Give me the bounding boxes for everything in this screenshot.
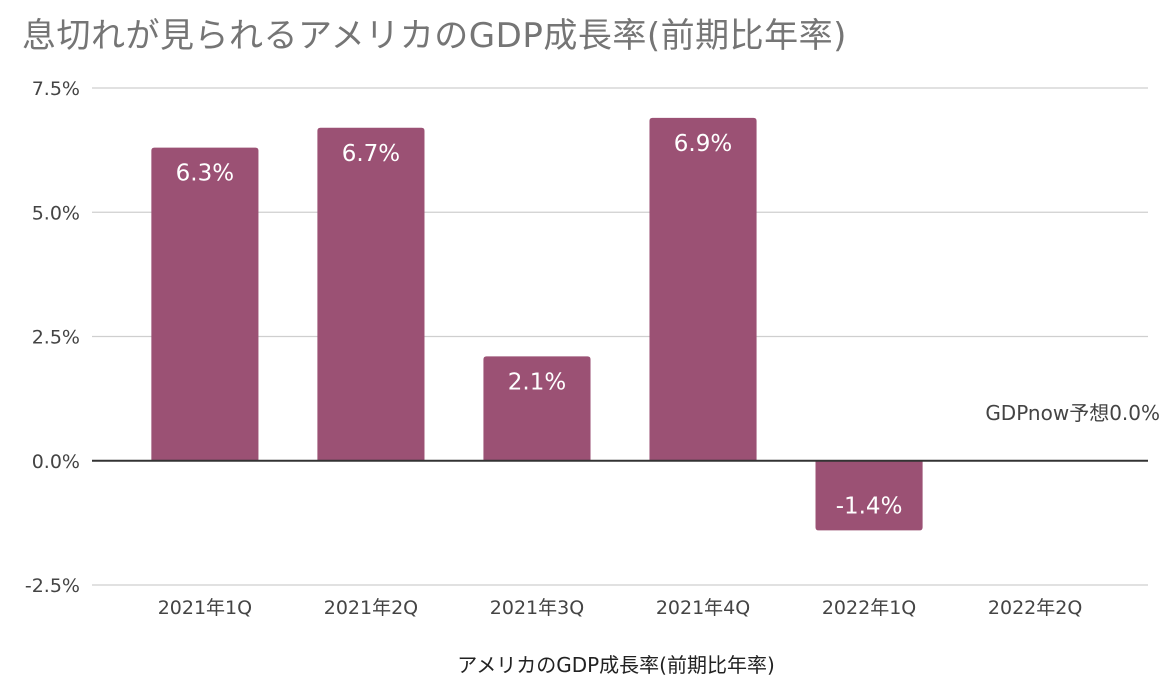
y-tick-label: 7.5% (32, 78, 80, 100)
bar (317, 127, 425, 461)
data-label: 6.7% (342, 141, 400, 167)
gridlines (92, 87, 1148, 586)
x-tick-label: 2022年2Q (988, 597, 1082, 619)
bar (649, 117, 757, 461)
y-axis-ticks: 7.5% 5.0% 2.5% 0.0% -2.5% (25, 78, 80, 597)
data-label: 6.9% (674, 131, 732, 157)
bar (815, 460, 923, 531)
data-labels: 6.3% 6.7% 2.1% 6.9% -1.4% (176, 131, 903, 520)
data-label: 2.1% (508, 369, 566, 395)
x-tick-label: 2021年3Q (490, 597, 584, 619)
x-tick-label: 2021年1Q (158, 597, 252, 619)
chart-title: 息切れが見られるアメリカのGDP成長率(前期比年率) (22, 16, 847, 56)
y-tick-label: -2.5% (25, 575, 80, 597)
gdpnow-annotation: GDPnow予想0.0% (985, 401, 1160, 425)
x-axis-ticks: 2021年1Q 2021年2Q 2021年3Q 2021年4Q 2022年1Q 2022年… (158, 597, 1083, 619)
data-label: -1.4% (836, 493, 903, 519)
data-label: 6.3% (176, 161, 234, 187)
x-tick-label: 2021年4Q (656, 597, 750, 619)
bar (483, 356, 591, 461)
bars (151, 117, 923, 531)
y-tick-label: 0.0% (32, 451, 80, 473)
y-tick-label: 5.0% (32, 202, 80, 224)
x-axis-title: アメリカのGDP成長率(前期比年率) (457, 653, 775, 677)
y-tick-label: 2.5% (32, 327, 80, 349)
x-tick-label: 2021年2Q (324, 597, 418, 619)
bar (151, 147, 259, 461)
x-tick-label: 2022年1Q (822, 597, 916, 619)
